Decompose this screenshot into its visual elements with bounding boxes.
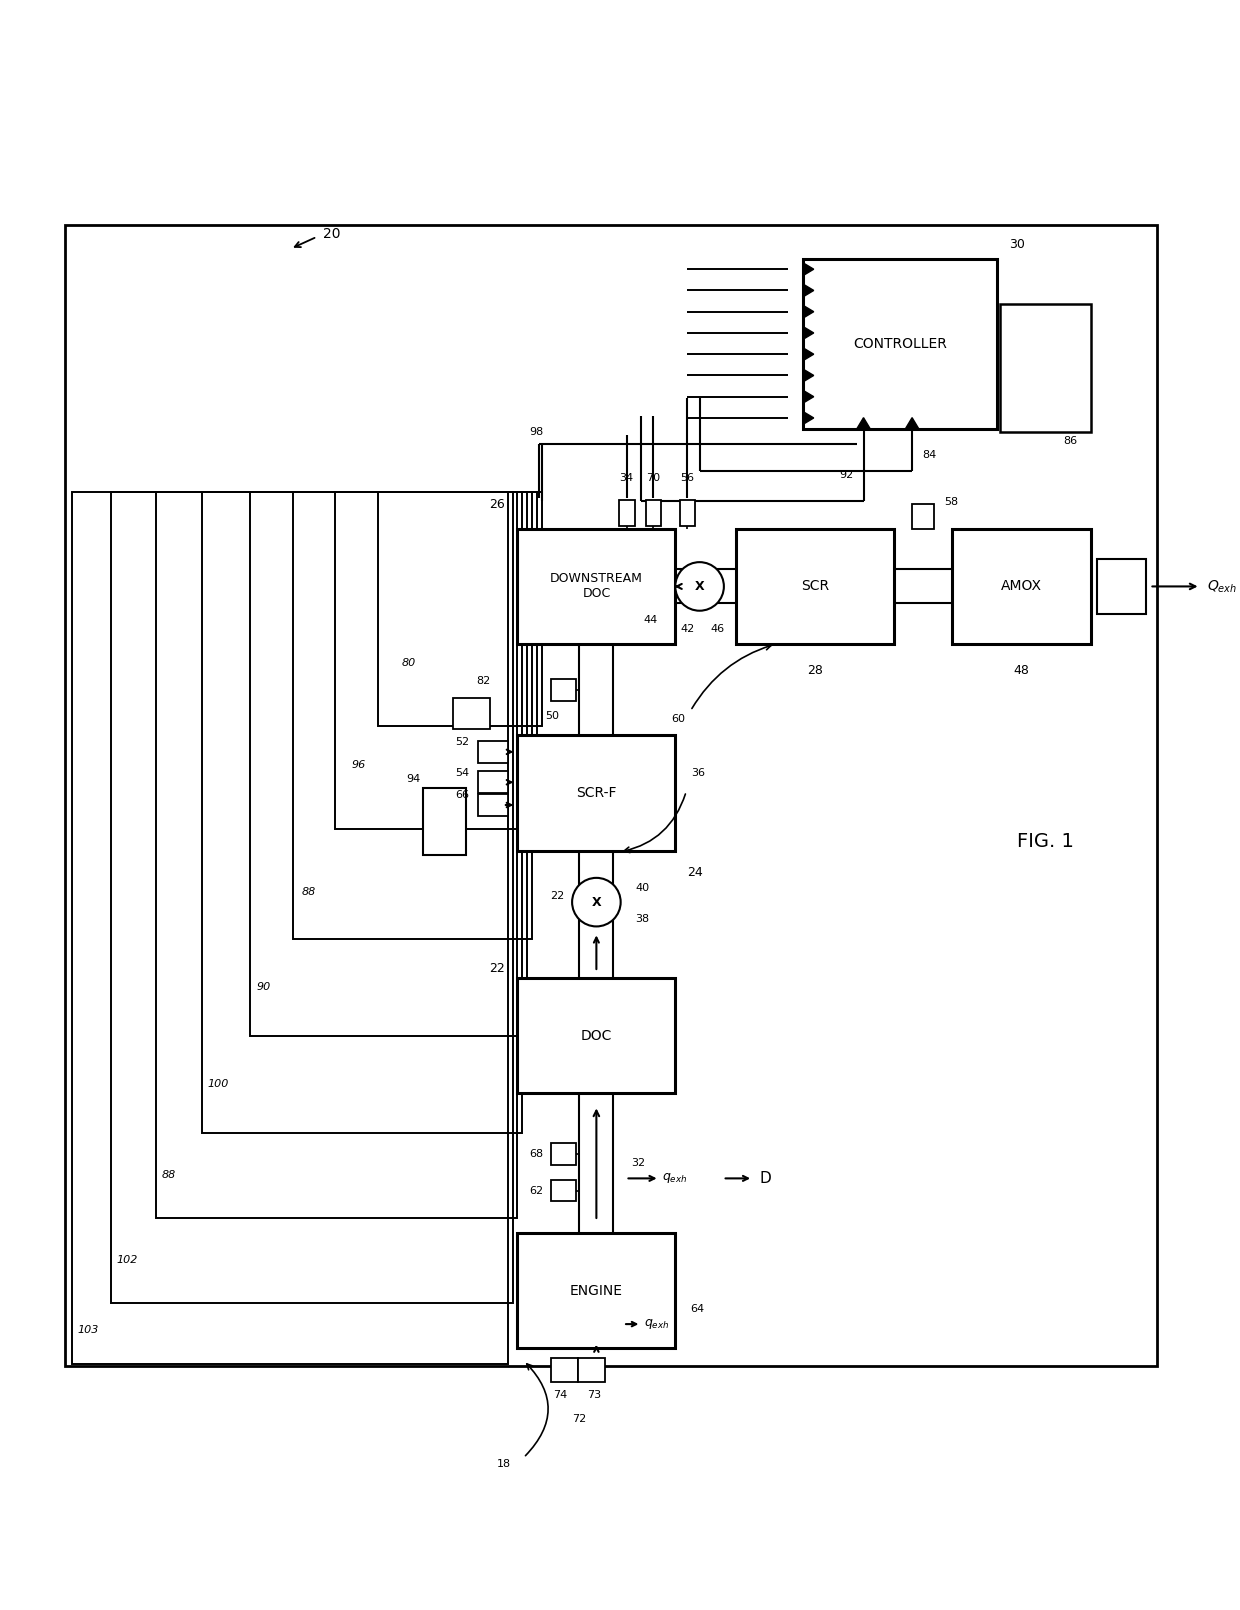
Text: 50: 50 bbox=[546, 712, 559, 721]
Polygon shape bbox=[802, 306, 813, 319]
Text: 32: 32 bbox=[631, 1158, 646, 1169]
Text: SCR: SCR bbox=[801, 580, 830, 594]
Text: 58: 58 bbox=[945, 497, 959, 507]
FancyBboxPatch shape bbox=[578, 1359, 605, 1383]
Polygon shape bbox=[905, 417, 919, 428]
Text: AMOX: AMOX bbox=[1001, 580, 1042, 594]
FancyBboxPatch shape bbox=[552, 1180, 575, 1201]
Circle shape bbox=[572, 877, 621, 926]
Circle shape bbox=[676, 562, 724, 610]
Text: 34: 34 bbox=[620, 473, 634, 483]
Text: 54: 54 bbox=[455, 768, 469, 778]
FancyBboxPatch shape bbox=[1097, 559, 1146, 613]
Text: ENGINE: ENGINE bbox=[570, 1283, 622, 1298]
Text: 30: 30 bbox=[1009, 238, 1025, 251]
FancyBboxPatch shape bbox=[517, 1233, 676, 1349]
Text: 52: 52 bbox=[455, 737, 469, 747]
Text: 22: 22 bbox=[490, 961, 506, 974]
Text: SCR-F: SCR-F bbox=[577, 786, 616, 800]
Text: CONTROLLER: CONTROLLER bbox=[853, 336, 947, 351]
Text: DOC: DOC bbox=[580, 1029, 613, 1043]
Text: 44: 44 bbox=[644, 615, 658, 625]
Text: 103: 103 bbox=[78, 1325, 99, 1335]
Text: 66: 66 bbox=[455, 791, 469, 800]
Text: FIG. 1: FIG. 1 bbox=[1017, 832, 1074, 852]
FancyBboxPatch shape bbox=[477, 771, 508, 794]
FancyBboxPatch shape bbox=[1001, 304, 1091, 431]
Text: X: X bbox=[591, 895, 601, 908]
Text: 56: 56 bbox=[681, 473, 694, 483]
Text: 42: 42 bbox=[681, 625, 694, 634]
FancyBboxPatch shape bbox=[911, 504, 934, 528]
Text: 82: 82 bbox=[476, 676, 491, 686]
Text: 22: 22 bbox=[551, 890, 564, 902]
Text: 40: 40 bbox=[635, 882, 650, 892]
Text: 98: 98 bbox=[529, 427, 544, 436]
Polygon shape bbox=[802, 283, 813, 296]
Text: 18: 18 bbox=[497, 1459, 511, 1468]
Text: 96: 96 bbox=[351, 760, 366, 770]
Polygon shape bbox=[802, 327, 813, 340]
Text: $q_{exh}$: $q_{exh}$ bbox=[644, 1317, 670, 1331]
Text: 100: 100 bbox=[208, 1079, 229, 1090]
Text: 72: 72 bbox=[572, 1414, 587, 1423]
FancyBboxPatch shape bbox=[477, 741, 508, 763]
Text: 73: 73 bbox=[587, 1389, 601, 1399]
Text: 90: 90 bbox=[257, 982, 270, 992]
FancyBboxPatch shape bbox=[737, 528, 894, 644]
Text: 68: 68 bbox=[528, 1150, 543, 1159]
Text: 74: 74 bbox=[553, 1389, 567, 1399]
Text: $Q_{exh}$: $Q_{exh}$ bbox=[1207, 578, 1236, 594]
Text: X: X bbox=[694, 580, 704, 592]
Polygon shape bbox=[802, 262, 813, 275]
Text: 88: 88 bbox=[161, 1170, 176, 1180]
Text: 26: 26 bbox=[490, 497, 506, 510]
Polygon shape bbox=[802, 348, 813, 361]
Text: 38: 38 bbox=[635, 914, 650, 924]
FancyBboxPatch shape bbox=[552, 1143, 575, 1166]
Text: 60: 60 bbox=[671, 715, 686, 724]
FancyBboxPatch shape bbox=[552, 679, 575, 700]
Text: 62: 62 bbox=[528, 1185, 543, 1196]
Text: 70: 70 bbox=[646, 473, 661, 483]
FancyBboxPatch shape bbox=[802, 259, 997, 428]
Text: 94: 94 bbox=[405, 774, 420, 784]
Text: 88: 88 bbox=[301, 887, 315, 897]
FancyBboxPatch shape bbox=[517, 736, 676, 850]
Text: 86: 86 bbox=[1063, 436, 1078, 446]
FancyBboxPatch shape bbox=[477, 794, 508, 816]
Text: 92: 92 bbox=[839, 470, 854, 480]
Polygon shape bbox=[857, 417, 870, 428]
FancyBboxPatch shape bbox=[517, 977, 676, 1093]
FancyBboxPatch shape bbox=[552, 1359, 578, 1383]
Text: $q_{exh}$: $q_{exh}$ bbox=[662, 1172, 687, 1185]
FancyBboxPatch shape bbox=[646, 499, 661, 526]
Polygon shape bbox=[802, 369, 813, 382]
Text: DOWNSTREAM
DOC: DOWNSTREAM DOC bbox=[551, 573, 642, 601]
Text: 102: 102 bbox=[117, 1256, 138, 1265]
Text: 84: 84 bbox=[921, 451, 936, 460]
Text: 80: 80 bbox=[402, 658, 417, 668]
Text: 28: 28 bbox=[807, 665, 823, 678]
FancyBboxPatch shape bbox=[619, 499, 635, 526]
Text: 36: 36 bbox=[692, 768, 706, 778]
FancyBboxPatch shape bbox=[951, 528, 1091, 644]
FancyBboxPatch shape bbox=[517, 528, 676, 644]
FancyBboxPatch shape bbox=[680, 499, 696, 526]
Text: 24: 24 bbox=[687, 866, 703, 879]
Polygon shape bbox=[802, 412, 813, 425]
FancyBboxPatch shape bbox=[453, 699, 490, 728]
Polygon shape bbox=[802, 390, 813, 402]
Text: D: D bbox=[759, 1170, 771, 1187]
Text: 64: 64 bbox=[689, 1304, 704, 1314]
FancyBboxPatch shape bbox=[423, 789, 466, 855]
Text: 48: 48 bbox=[1013, 665, 1029, 678]
Text: 46: 46 bbox=[711, 625, 725, 634]
Text: 20: 20 bbox=[324, 227, 341, 242]
